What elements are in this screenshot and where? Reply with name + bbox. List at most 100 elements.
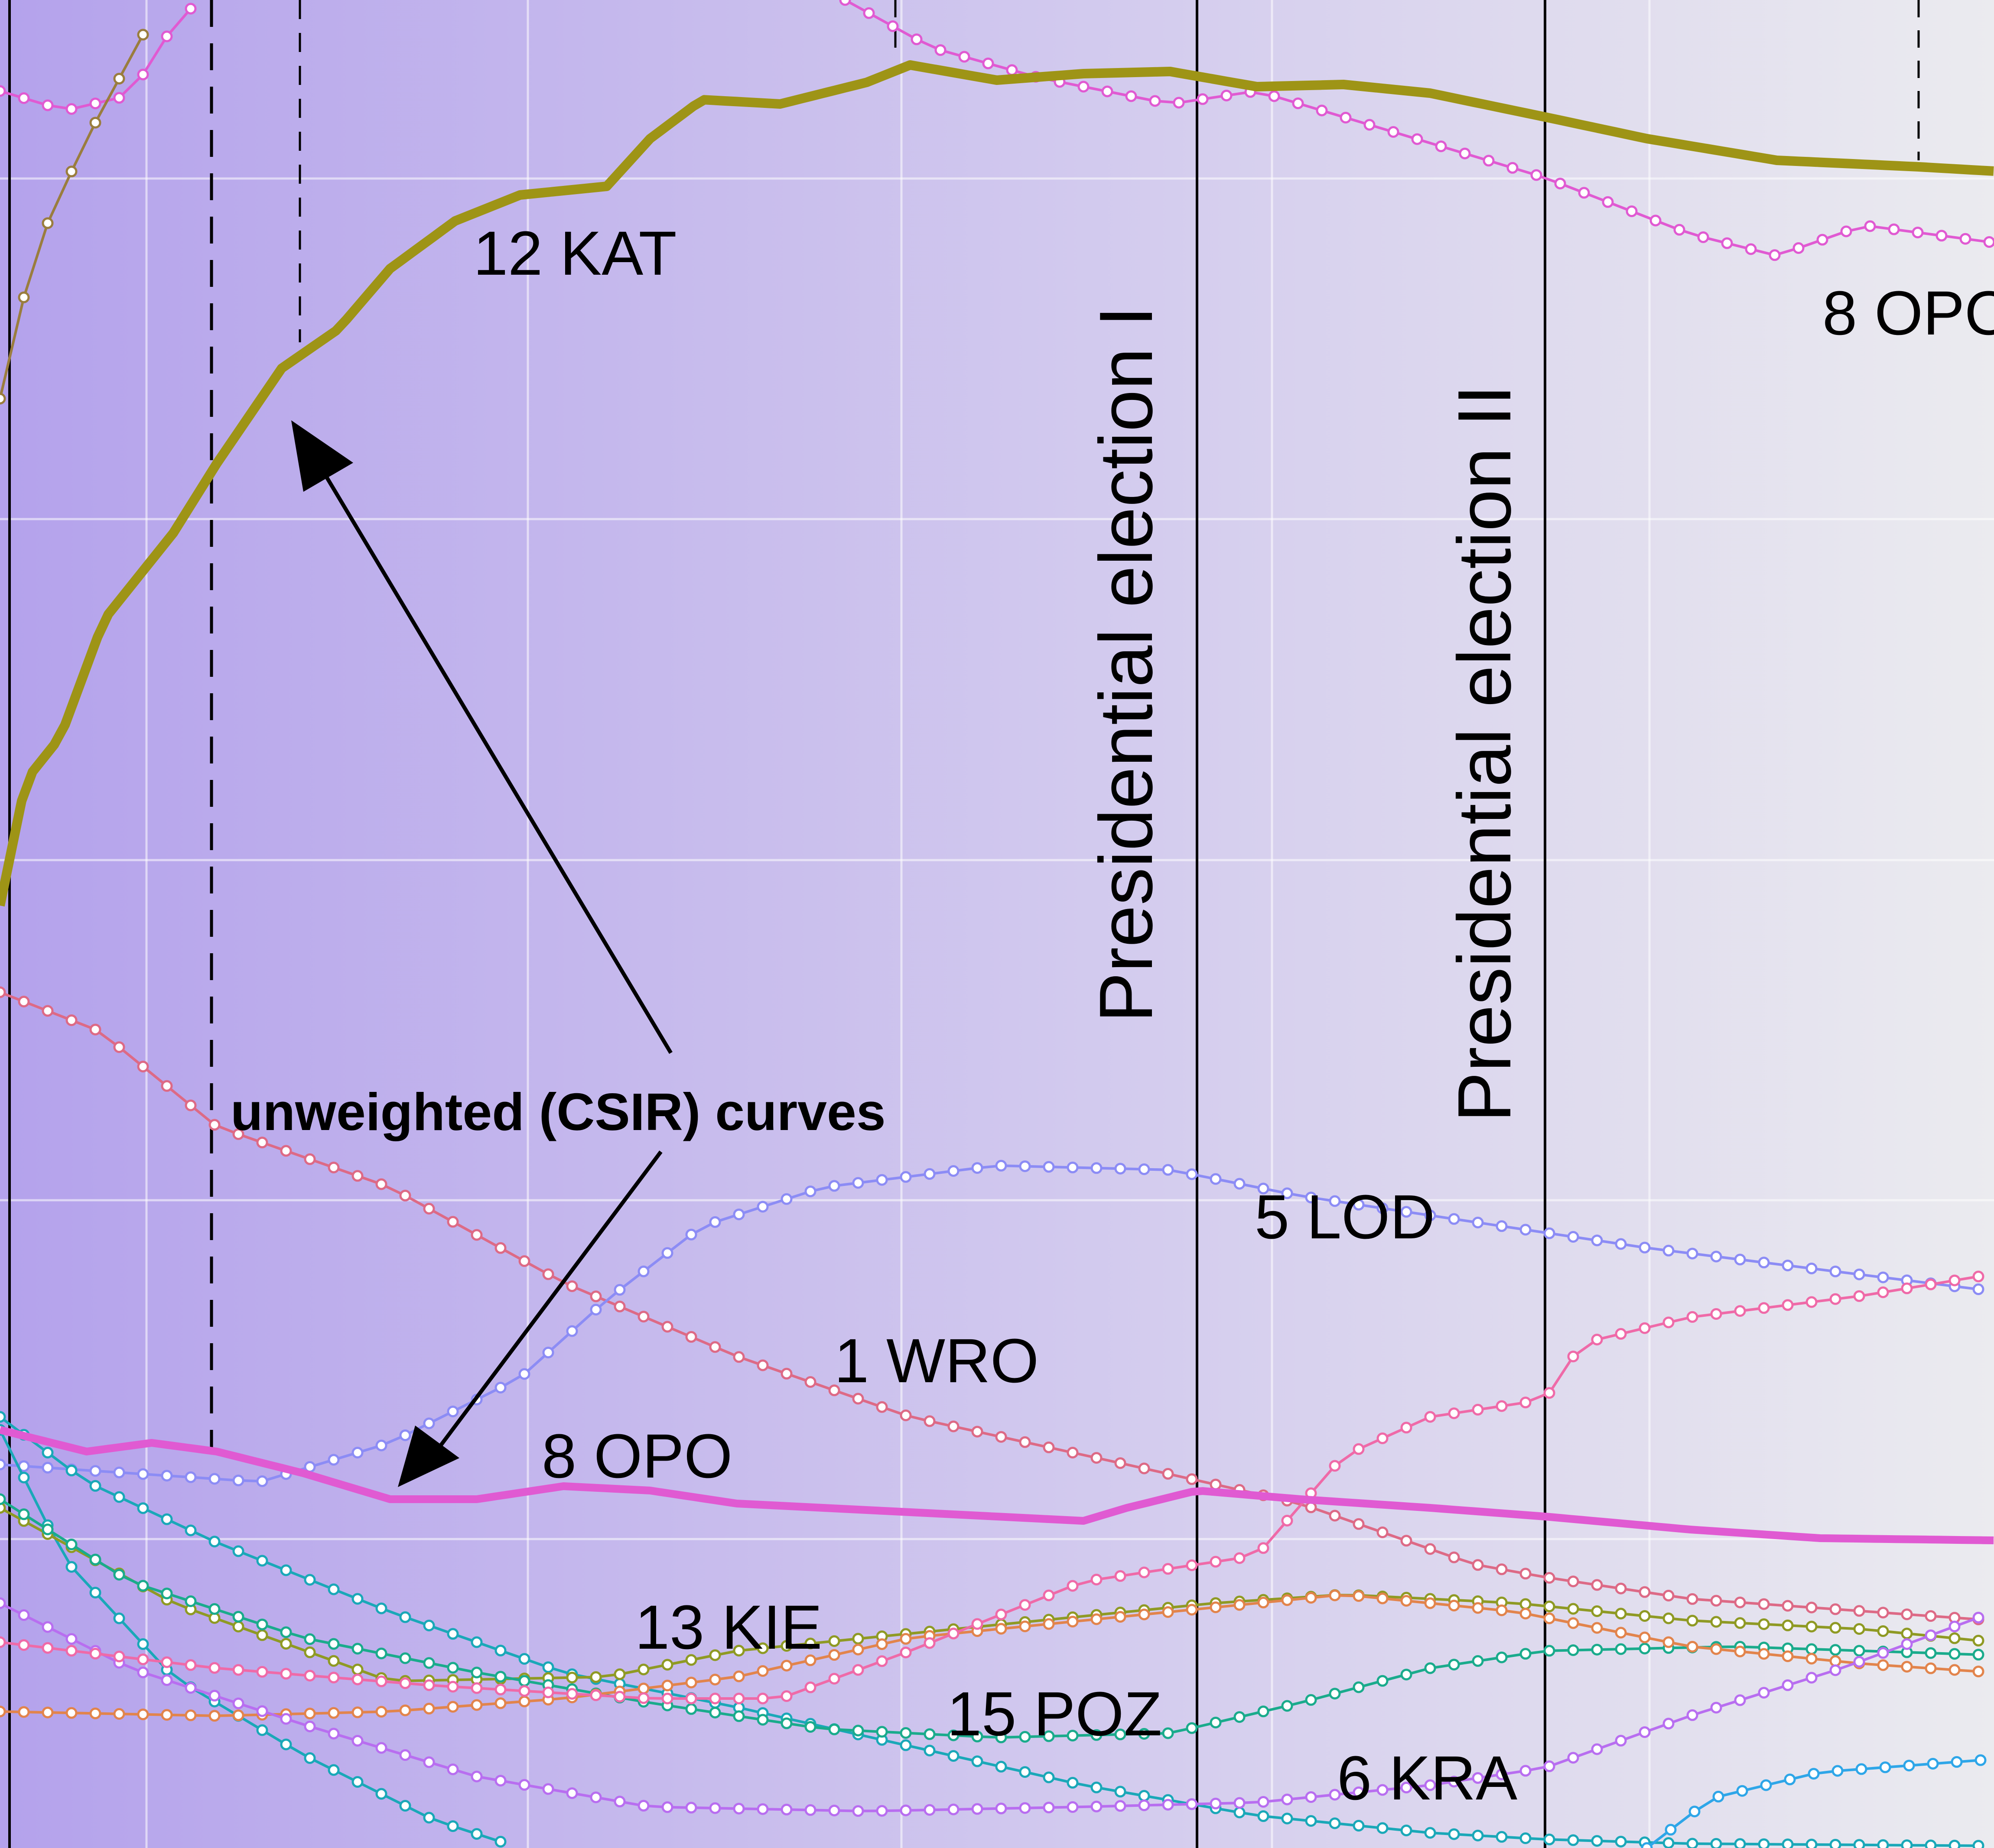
series-kie-point xyxy=(1877,1839,1889,1848)
series-orange-point xyxy=(1305,1592,1317,1604)
series-wro-point xyxy=(494,1242,507,1254)
series-poz-point xyxy=(1615,1608,1627,1620)
series-orange-point xyxy=(757,1665,769,1677)
series-lod-point xyxy=(1853,1268,1865,1280)
event-lines xyxy=(8,0,1920,1848)
series-wro-point xyxy=(1210,1478,1222,1491)
series-kra-point xyxy=(1305,1694,1317,1706)
series-opo-unweighted-b-point xyxy=(1340,112,1352,123)
series-lod-point xyxy=(1448,1213,1460,1225)
series-kie-point xyxy=(137,1502,149,1514)
series-pink-point xyxy=(1734,1305,1746,1317)
series-violet-point xyxy=(1448,1776,1460,1788)
series-kie-point xyxy=(0,1411,6,1423)
series-violet-point xyxy=(1829,1664,1841,1676)
series-lod-point xyxy=(1615,1238,1627,1250)
series-opo-unweighted-b-point xyxy=(1101,85,1113,97)
series-kra-point xyxy=(18,1508,30,1520)
series-violet-point xyxy=(1305,1791,1317,1803)
series-violet-point xyxy=(971,1803,983,1815)
series-kie-b xyxy=(0,1424,507,1848)
series-lod-point xyxy=(1162,1164,1174,1176)
series-violet-point xyxy=(208,1689,221,1702)
series-lod-point xyxy=(399,1429,411,1441)
series-orange-point xyxy=(804,1654,816,1666)
series-poz-point xyxy=(733,1645,745,1656)
series-lod-point xyxy=(947,1165,960,1177)
series-violet-point xyxy=(18,1609,30,1621)
series-pink-point xyxy=(1972,1270,1984,1283)
label-15-poz: 15 POZ xyxy=(947,1679,1162,1749)
series-wro-point xyxy=(638,1311,650,1323)
series-kra-point xyxy=(1114,1728,1126,1741)
series-lod-point xyxy=(638,1265,650,1277)
series-lod-point xyxy=(1114,1163,1126,1175)
series-lod-point xyxy=(542,1347,554,1358)
series-wro-point xyxy=(1567,1575,1579,1588)
series-pink-point xyxy=(1591,1334,1603,1346)
series-kra xyxy=(0,1493,1984,1744)
series-violet-point xyxy=(1281,1793,1293,1806)
series-opo-unweighted-b-point xyxy=(1268,90,1280,102)
series-wro-point xyxy=(161,1080,173,1092)
series-kra-point xyxy=(1424,1662,1436,1674)
series-wro-point xyxy=(709,1341,721,1353)
series-lod-point xyxy=(1662,1244,1675,1257)
series-pink-point xyxy=(781,1690,793,1702)
series-kie-b-line xyxy=(0,1429,501,1843)
series-wro-point xyxy=(1758,1598,1770,1610)
series-opo-unweighted-b-point xyxy=(1626,205,1638,218)
series-opo-unweighted-b-point xyxy=(1840,225,1852,237)
series-pink-point xyxy=(1519,1397,1532,1409)
series-kie-point xyxy=(1090,1781,1103,1793)
series-kra-point xyxy=(1972,1649,1984,1661)
series-kie-point xyxy=(1019,1766,1031,1778)
series-kra-point xyxy=(1853,1645,1865,1657)
series-violet-point xyxy=(1782,1679,1794,1691)
series-wro-point xyxy=(1805,1601,1818,1614)
series-violet-point xyxy=(1376,1784,1389,1796)
series-violet-point xyxy=(828,1805,840,1816)
series-orange-point xyxy=(876,1638,888,1650)
series-wro-point xyxy=(185,1099,197,1111)
series-kat-unweighted-point xyxy=(42,217,54,229)
series-kra-point xyxy=(1829,1644,1841,1656)
series-poz-point xyxy=(638,1663,650,1676)
series-wro-point xyxy=(1067,1447,1079,1458)
series-orange-point xyxy=(447,1701,459,1713)
series-wro-point xyxy=(1329,1510,1341,1522)
series-opo-unweighted-b-point xyxy=(1935,230,1948,242)
series-wro-point xyxy=(900,1410,912,1421)
series-lod-point xyxy=(757,1201,769,1213)
series-kie-point xyxy=(256,1555,268,1567)
series-pink-point xyxy=(995,1608,1007,1621)
series-pink-point xyxy=(1615,1328,1627,1340)
series-orange-point xyxy=(1615,1627,1627,1639)
series-kie-b-point xyxy=(304,1752,316,1764)
series-lod-point xyxy=(876,1174,888,1186)
series-poz-point xyxy=(1519,1598,1532,1610)
series-kie-point xyxy=(947,1750,960,1762)
series-lod-point xyxy=(1210,1173,1222,1185)
series-wro-point xyxy=(924,1415,936,1427)
series-pink-point xyxy=(447,1681,459,1693)
series-kie-b-point xyxy=(280,1738,292,1751)
series-wro-point xyxy=(65,1014,78,1026)
series-orange-point xyxy=(423,1702,435,1715)
series-wro-point xyxy=(1853,1605,1865,1617)
series-wro-point xyxy=(971,1426,983,1438)
series-lod-point xyxy=(590,1304,602,1315)
series-pink-point xyxy=(1353,1443,1365,1455)
series-opo-unweighted-b-point xyxy=(1292,97,1304,109)
series-wro-point xyxy=(1615,1582,1627,1595)
series-opo-unweighted-b-point xyxy=(1912,227,1924,239)
series-kie-point xyxy=(328,1583,340,1595)
label-5-lod: 5 LOD xyxy=(1255,1182,1435,1252)
series-kat-unweighted-point xyxy=(65,166,78,178)
series-opo-unweighted-b-point xyxy=(1435,140,1447,153)
series-kie-point xyxy=(65,1465,78,1477)
series-pink-point xyxy=(65,1645,78,1657)
series-lod-point xyxy=(232,1475,244,1487)
series-orange-point xyxy=(1472,1602,1484,1614)
series-kie-b-point xyxy=(375,1788,387,1800)
